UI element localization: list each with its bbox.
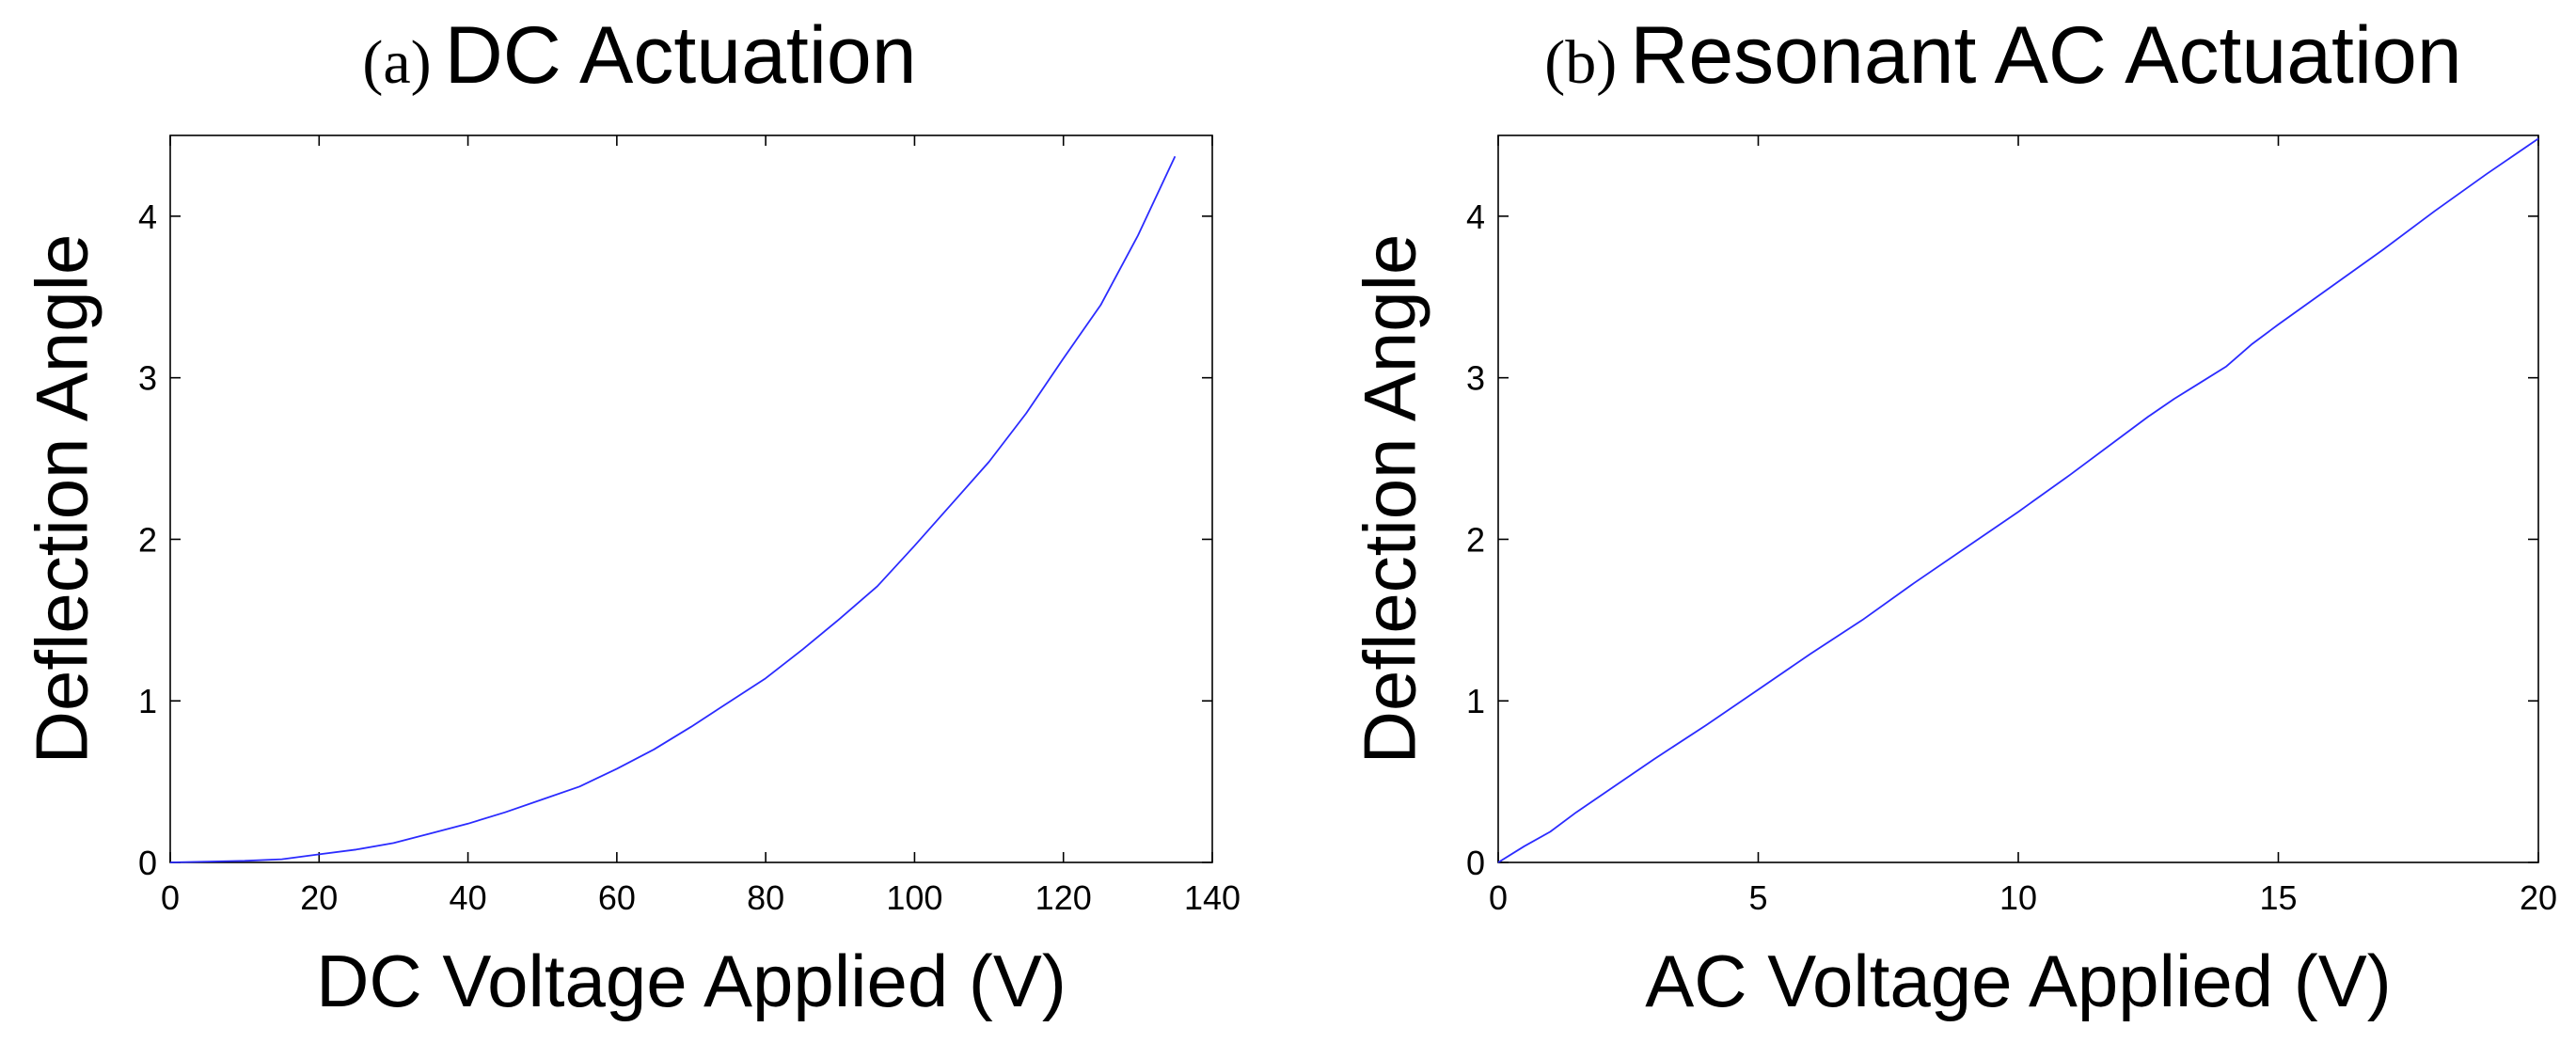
x-tick-label: 5 <box>1748 878 1767 917</box>
y-tick-label: 3 <box>1466 359 1485 398</box>
x-tick-label: 20 <box>300 878 338 917</box>
chart-title: (a) DC Actuation <box>362 10 916 101</box>
x-tick-label: 0 <box>1489 878 1508 917</box>
chart-title-text: DC Actuation <box>445 10 917 101</box>
y-tick-label: 0 <box>1466 844 1485 882</box>
y-tick-label: 1 <box>138 682 157 720</box>
x-tick-label: 80 <box>747 878 784 917</box>
y-tick-label: 3 <box>138 359 157 398</box>
y-tick-label: 2 <box>1466 520 1485 559</box>
plot-frame <box>1497 134 2539 863</box>
x-tick-label: 120 <box>1035 878 1092 917</box>
x-axis-label: AC Voltage Applied (V) <box>1645 940 2391 1022</box>
x-tick-label: 140 <box>1184 878 1241 917</box>
x-tick-label: 0 <box>161 878 180 917</box>
x-tick-label: 100 <box>886 878 942 917</box>
chart-title-prefix: (a) <box>362 28 431 97</box>
y-tick-label: 0 <box>138 844 157 882</box>
x-tick-label: 15 <box>2259 878 2297 917</box>
series-line <box>169 155 1177 863</box>
y-tick-label: 2 <box>138 520 157 559</box>
chart-panel-2: (b) Resonant AC Actuation 0 5 10 15 20 0 1 2 3 4 AC … <box>1349 10 2557 1022</box>
chart-panel-1: (a) DC Actuation 0 20 40 60 80 100 120 140 0 1 2 3 4 DC… <box>21 10 1241 1022</box>
plot-frame <box>169 134 1213 863</box>
x-tick-label: 20 <box>2520 878 2557 917</box>
y-tick-label: 1 <box>1466 682 1485 720</box>
y-tick-label: 4 <box>138 198 157 236</box>
x-tick-label: 60 <box>598 878 636 917</box>
y-axis-label: Deflection Angle <box>21 234 103 765</box>
x-tick-label: 10 <box>1999 878 2037 917</box>
series-line <box>1497 137 2539 863</box>
x-axis-label: DC Voltage Applied (V) <box>316 940 1067 1022</box>
chart-title-text: Resonant AC Actuation <box>1630 10 2461 101</box>
y-tick-label: 4 <box>1466 198 1485 236</box>
chart-title-prefix: (b) <box>1544 28 1617 97</box>
chart-title: (b) Resonant AC Actuation <box>1544 10 2461 101</box>
x-tick-label: 40 <box>450 878 487 917</box>
y-axis-label: Deflection Angle <box>1349 234 1431 765</box>
